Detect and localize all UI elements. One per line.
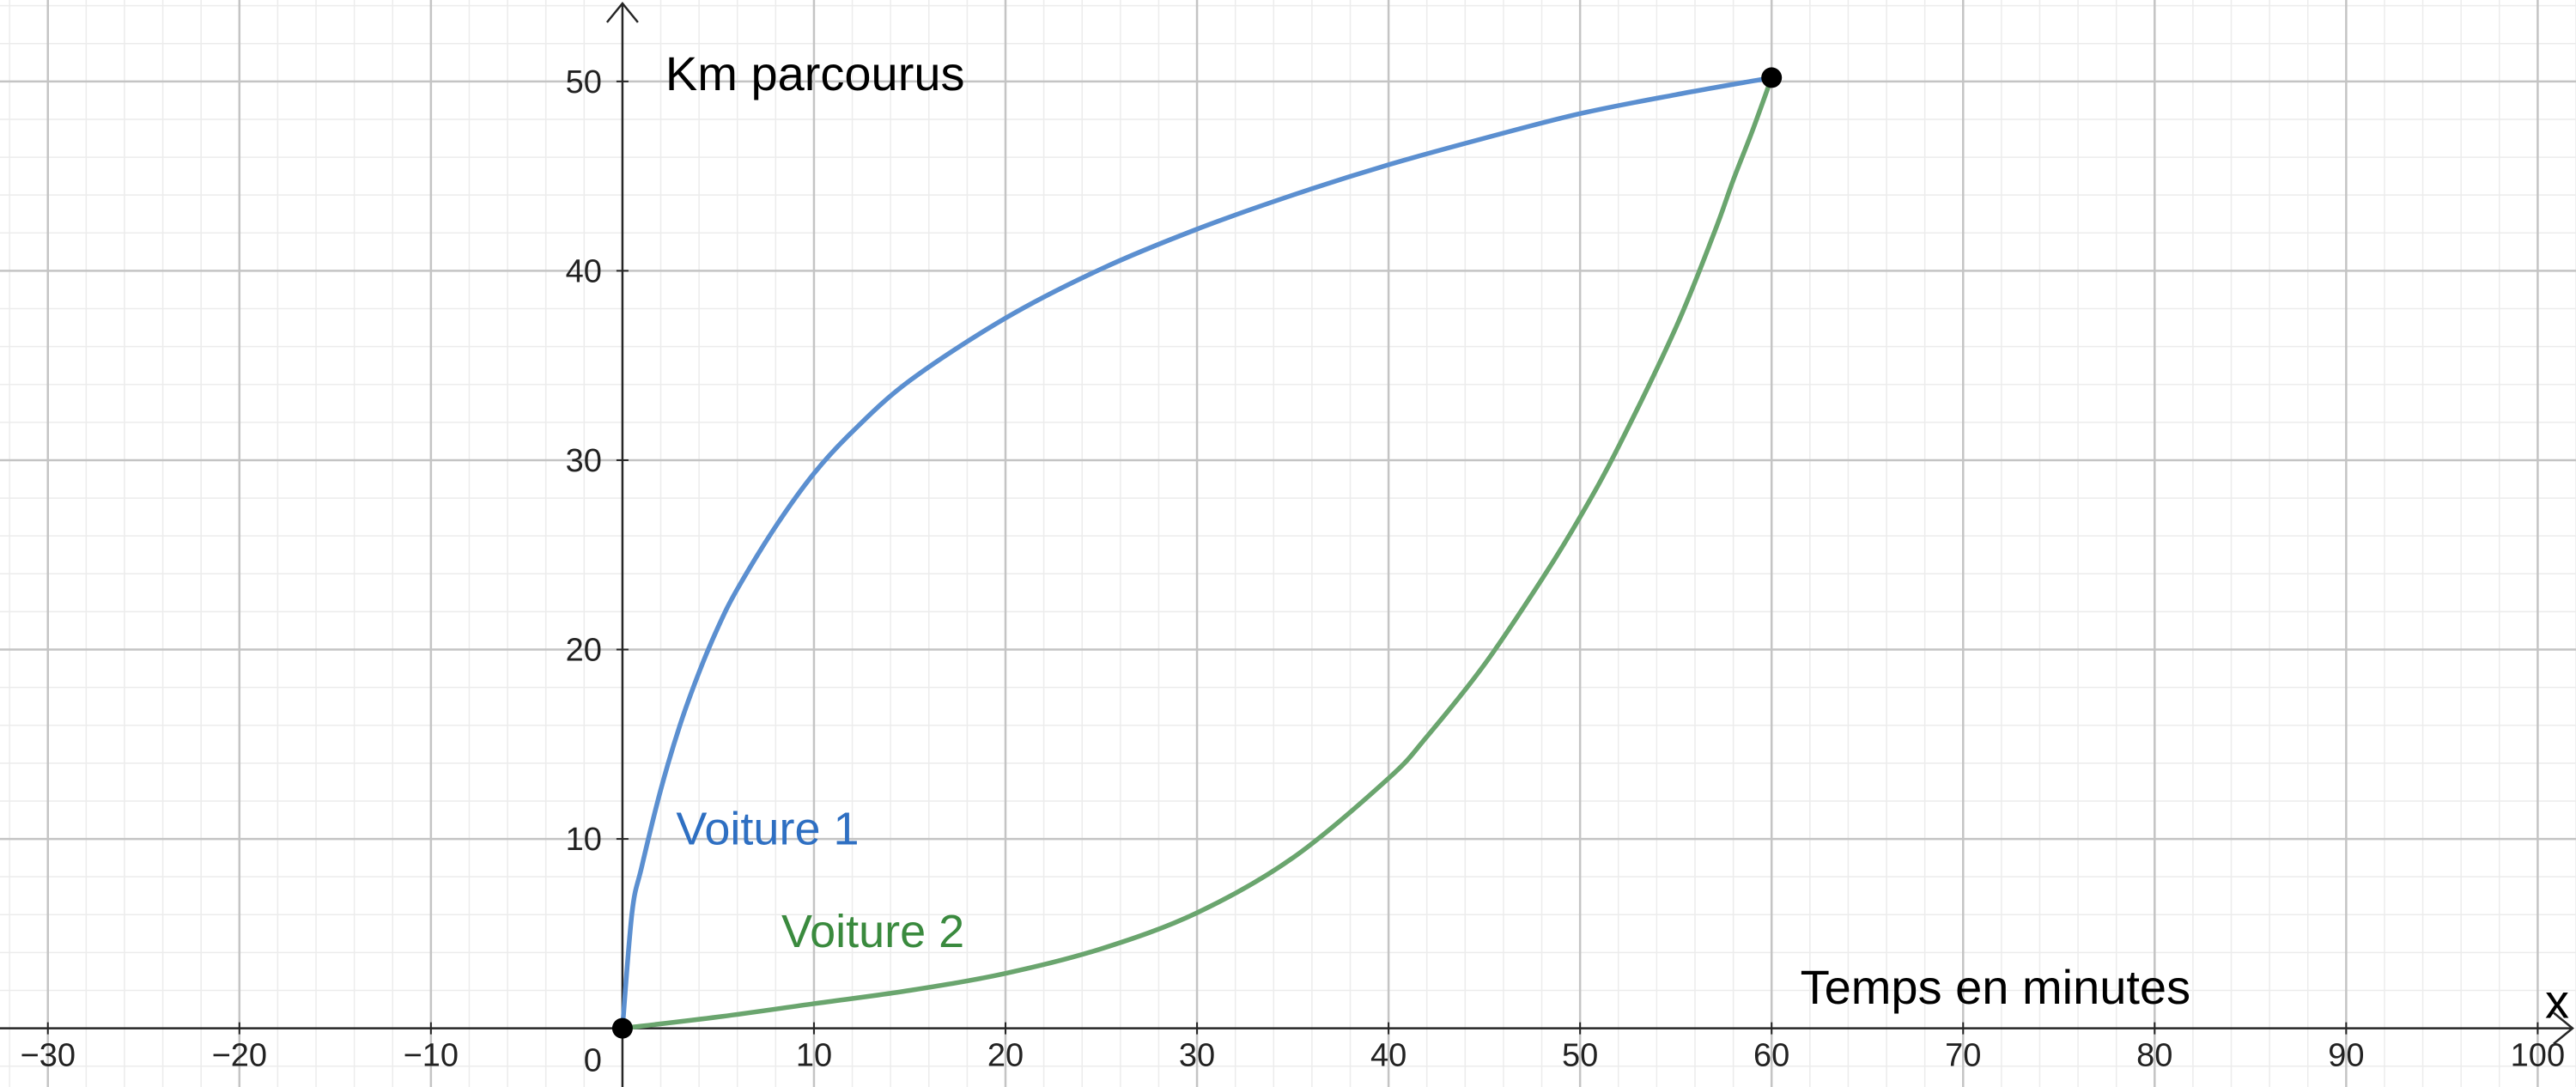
y-tick-label: 20 [566, 633, 602, 669]
x-tick-label: 30 [1179, 1038, 1215, 1074]
curve-voiture-2 [620, 75, 1774, 1031]
point-marker [1761, 67, 1783, 88]
x-tick-label: −30 [21, 1038, 76, 1074]
y-tick-label: 10 [566, 822, 602, 858]
x-axis-title: Temps en minutes [1801, 960, 2190, 1014]
x-tick-label: 40 [1370, 1038, 1406, 1074]
x-tick-label: 50 [1562, 1038, 1598, 1074]
series-label-voiture-1: Voiture 1 [676, 804, 859, 855]
markers [611, 67, 1783, 1039]
x-tick-label: 70 [1945, 1038, 1981, 1074]
x-tick-label: 10 [796, 1038, 832, 1074]
x-tick-label: −20 [212, 1038, 267, 1074]
y-tick-label: 40 [566, 253, 602, 289]
y-tick-label: 30 [566, 443, 602, 479]
x-tick-label: 80 [2136, 1038, 2172, 1074]
x-tick-label: 100 [2511, 1038, 2565, 1074]
x-tick-label: 20 [987, 1038, 1024, 1074]
x-tick-label: 90 [2328, 1038, 2364, 1074]
y-tick-label: 50 [566, 64, 602, 100]
curves [620, 75, 1774, 1031]
origin-label: 0 [584, 1043, 602, 1079]
series-label-voiture-2: Voiture 2 [781, 906, 964, 957]
x-axis-name: x [2545, 975, 2569, 1029]
labels: x Km parcourus Temps en minutes 0 −30 −20… [21, 46, 2569, 1079]
x-tick-label: −10 [404, 1038, 459, 1074]
x-tick-label: 60 [1753, 1038, 1789, 1074]
curve-voiture-1 [620, 75, 1774, 1031]
y-axis-arrow [605, 2, 639, 23]
point-marker [611, 1017, 633, 1039]
y-axis-title: Km parcourus [665, 46, 965, 100]
x-axis-arrow [2553, 1011, 2574, 1045]
